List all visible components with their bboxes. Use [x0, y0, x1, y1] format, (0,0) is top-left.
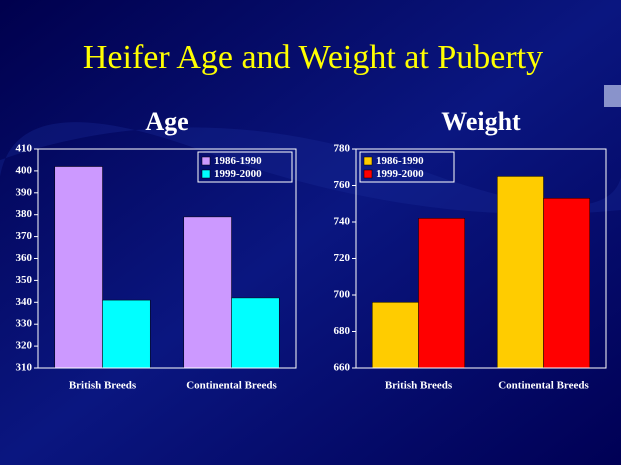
y-tick-label: 360	[16, 252, 33, 264]
legend-swatch	[201, 156, 211, 166]
y-tick-label: 370	[16, 230, 33, 242]
y-tick-label: 320	[16, 340, 33, 352]
y-tick-label: 350	[16, 274, 33, 286]
x-tick-label: British Breeds	[69, 380, 137, 392]
bar	[54, 166, 103, 369]
legend-label: 1986-1990	[214, 155, 262, 167]
legend-label: 1986-1990	[376, 155, 424, 167]
y-tick-label: 720	[334, 252, 351, 264]
legend-box	[359, 151, 455, 183]
bar	[231, 297, 280, 369]
bar	[102, 299, 151, 369]
legend-box	[197, 151, 293, 183]
bar	[418, 218, 465, 369]
bar	[183, 216, 232, 369]
legend-swatch	[363, 156, 373, 166]
slide-title: Heifer Age and Weight at Puberty	[83, 39, 543, 76]
y-tick-label: 410	[16, 143, 33, 155]
x-tick-label: Continental Breeds	[186, 380, 277, 392]
y-tick-label: 310	[16, 362, 33, 374]
bar	[543, 198, 590, 369]
chart-title: Weight	[441, 107, 521, 136]
legend-label: 1999-2000	[214, 168, 262, 180]
bar	[372, 302, 419, 369]
decor-tab	[604, 85, 621, 107]
y-tick-label: 780	[334, 143, 351, 155]
y-tick-label: 400	[16, 164, 33, 176]
y-tick-label: 760	[334, 179, 351, 191]
bar	[497, 176, 544, 369]
y-tick-label: 380	[16, 208, 33, 220]
legend-swatch	[363, 169, 373, 179]
charts: Age 310 320 330 340 350 360 370 380 390 400 410 Brit…	[16, 107, 607, 392]
y-tick-label: 390	[16, 186, 33, 198]
y-tick-label: 700	[334, 289, 351, 301]
y-tick-label: 340	[16, 296, 33, 308]
legend-label: 1999-2000	[376, 168, 424, 180]
chart-title: Age	[145, 107, 188, 136]
y-tick-label: 680	[334, 325, 351, 337]
y-tick-label: 740	[334, 216, 351, 228]
x-tick-label: Continental Breeds	[498, 380, 589, 392]
y-tick-label: 660	[334, 362, 351, 374]
y-tick-label: 330	[16, 318, 33, 330]
legend-swatch	[201, 169, 211, 179]
x-tick-label: British Breeds	[385, 380, 453, 392]
decor-wave	[0, 122, 621, 220]
